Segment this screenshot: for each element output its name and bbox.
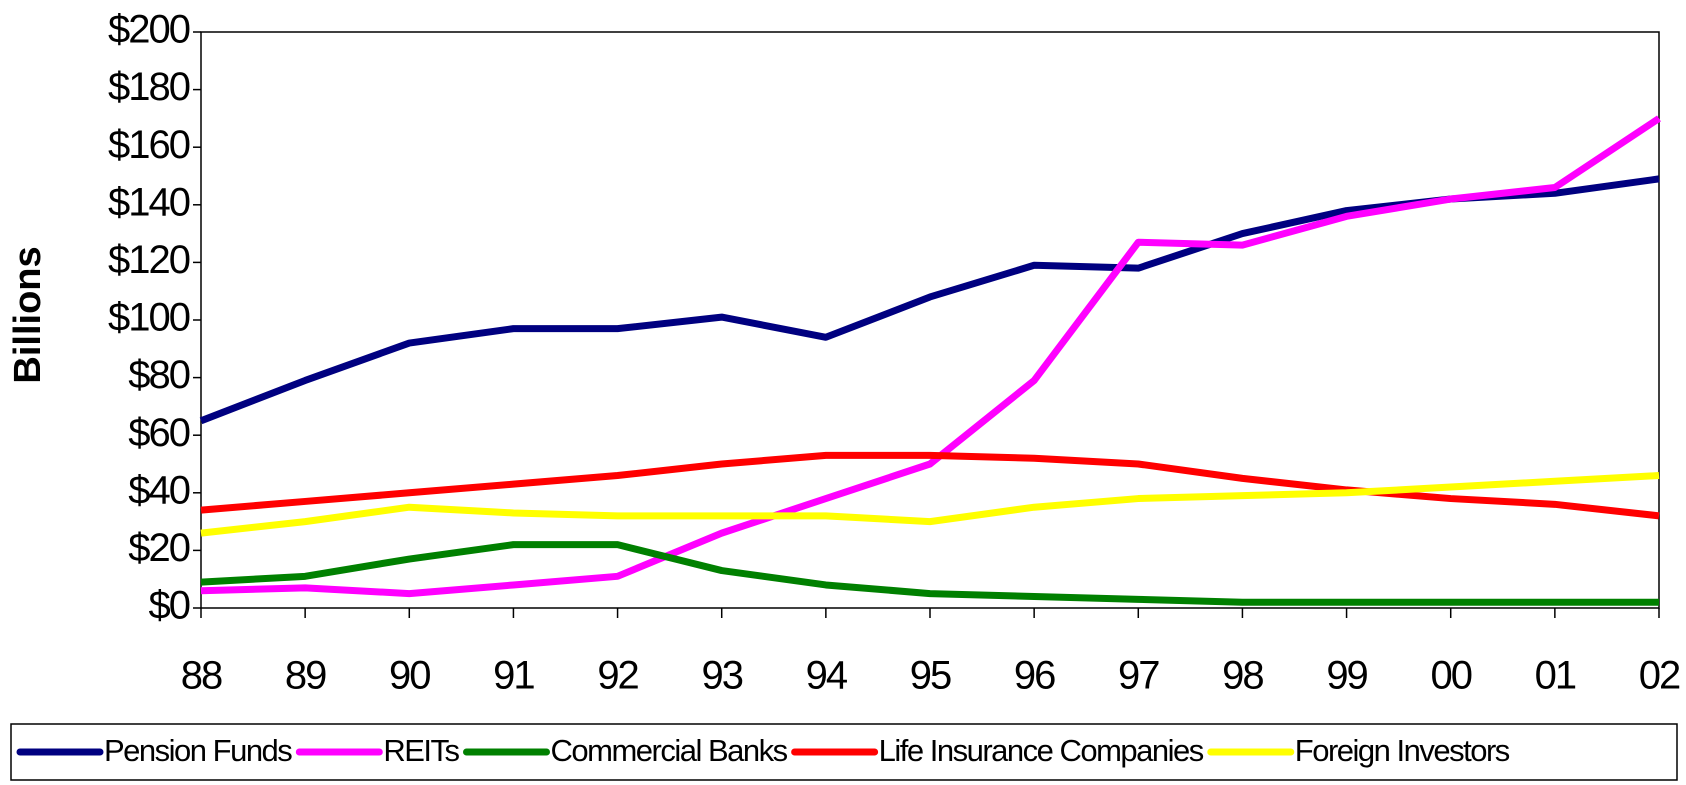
y-axis-label: Billions xyxy=(7,246,49,383)
y-tick-label: $60 xyxy=(128,411,189,455)
series-line xyxy=(200,451,1660,520)
x-tick-label: 95 xyxy=(910,654,951,698)
y-tick-label: $80 xyxy=(128,353,189,397)
y-tick-label: $120 xyxy=(108,238,190,282)
legend-label: Life Insurance Companies xyxy=(879,733,1204,768)
x-tick-label: 93 xyxy=(701,654,742,698)
x-tick-label: 90 xyxy=(389,654,430,698)
series-line xyxy=(200,472,1660,537)
series-line xyxy=(200,115,1661,598)
x-tick-label: 97 xyxy=(1118,654,1159,698)
x-tick-label: 96 xyxy=(1014,654,1055,698)
y-tick-label: $140 xyxy=(108,180,190,224)
x-tick-label: 00 xyxy=(1430,654,1471,698)
x-tick-label: 99 xyxy=(1326,654,1367,698)
y-tick-label: $0 xyxy=(149,584,190,628)
x-tick-label: 94 xyxy=(806,654,848,698)
y-tick-label: $200 xyxy=(108,8,190,52)
legend-box xyxy=(10,723,1678,781)
x-tick-label: 88 xyxy=(181,654,222,698)
legend-label: Commercial Banks xyxy=(551,733,788,768)
y-tick-label: $180 xyxy=(108,65,190,109)
x-tick-label: 98 xyxy=(1222,654,1263,698)
x-tick-label: 01 xyxy=(1535,654,1576,698)
series-line xyxy=(199,175,1660,425)
series-line xyxy=(200,541,1659,606)
y-tick-label: $100 xyxy=(108,296,190,340)
x-tick-label: 02 xyxy=(1639,654,1680,698)
x-tick-label: 89 xyxy=(285,654,326,698)
x-tick-label: 91 xyxy=(493,654,534,698)
x-tick-label: 92 xyxy=(597,654,638,698)
y-tick-label: $20 xyxy=(128,526,189,570)
legend-label: REITs xyxy=(383,733,459,768)
legend-label: Foreign Investors xyxy=(1295,733,1510,768)
y-tick-label: $160 xyxy=(108,123,190,167)
legend-label: Pension Funds xyxy=(104,733,292,768)
y-tick-label: $40 xyxy=(128,468,189,512)
